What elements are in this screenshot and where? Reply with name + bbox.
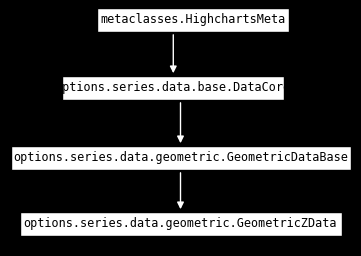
Text: options.series.data.base.DataCore: options.series.data.base.DataCore	[56, 81, 291, 94]
Text: options.series.data.geometric.GeometricDataBase: options.series.data.geometric.GeometricD…	[13, 152, 348, 165]
FancyBboxPatch shape	[97, 8, 289, 32]
Text: metaclasses.HighchartsMeta: metaclasses.HighchartsMeta	[100, 14, 286, 27]
FancyBboxPatch shape	[19, 212, 342, 236]
FancyBboxPatch shape	[62, 76, 284, 100]
FancyBboxPatch shape	[10, 146, 351, 170]
Text: options.series.data.geometric.GeometricZData: options.series.data.geometric.GeometricZ…	[24, 218, 337, 230]
